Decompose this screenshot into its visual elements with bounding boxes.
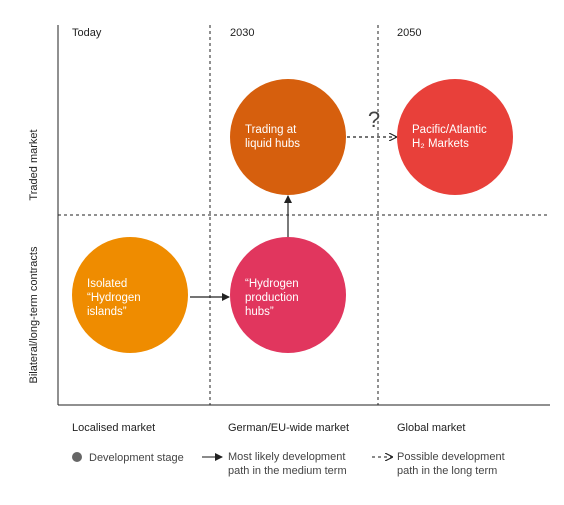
legend-dot — [72, 452, 82, 462]
market-label: Localised market — [72, 422, 155, 434]
node-circle — [72, 237, 188, 353]
node-label: islands” — [87, 306, 127, 318]
legend-label: Possible development — [397, 451, 505, 463]
node-label: liquid hubs — [245, 138, 300, 150]
node-label: H₂ Markets — [412, 138, 469, 150]
legend-label: Development stage — [89, 452, 184, 464]
node-label: production — [245, 292, 299, 304]
node-label: hubs” — [245, 306, 274, 318]
node-circle — [230, 237, 346, 353]
node-label: Pacific/Atlantic — [412, 124, 487, 136]
legend-label: Most likely development — [228, 451, 345, 463]
legend-label: path in the medium term — [228, 465, 347, 477]
row-label: Bilateral/long-term contracts — [28, 246, 40, 383]
market-label: German/EU-wide market — [228, 422, 349, 434]
question-mark: ? — [368, 107, 380, 132]
node-label: Trading at — [245, 124, 297, 136]
column-header: 2050 — [397, 27, 421, 39]
node-label: “Hydrogen — [245, 278, 299, 290]
column-header: Today — [72, 27, 102, 39]
node-label: “Hydrogen — [87, 292, 141, 304]
node-circle — [230, 79, 346, 195]
node-circle — [397, 79, 513, 195]
market-label: Global market — [397, 422, 465, 434]
node-label: Isolated — [87, 278, 127, 290]
row-label: Traded market — [28, 129, 40, 200]
legend-label: path in the long term — [397, 465, 497, 477]
column-header: 2030 — [230, 27, 254, 39]
